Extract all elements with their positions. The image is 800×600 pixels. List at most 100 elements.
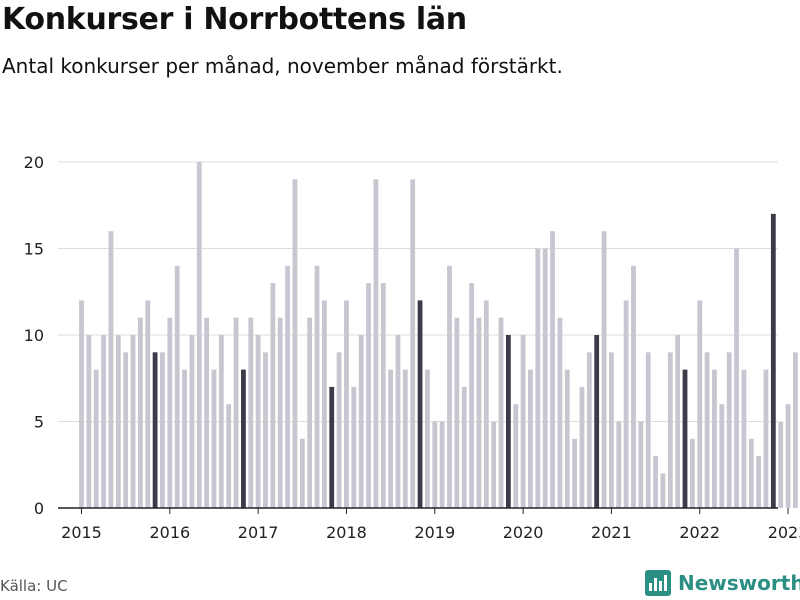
bar xyxy=(182,369,187,508)
newsworthy-logo-icon xyxy=(645,570,671,596)
chart-subtitle: Antal konkurser per månad, november måna… xyxy=(2,54,563,78)
bar xyxy=(616,421,622,508)
bar xyxy=(586,352,592,508)
x-tick-label: 2020 xyxy=(503,523,544,542)
bar xyxy=(314,265,320,508)
chart-title: Konkurser i Norrbottens län xyxy=(2,2,467,37)
bar xyxy=(483,300,489,508)
bar xyxy=(712,369,717,508)
bar xyxy=(447,265,452,508)
x-tick-label: 2015 xyxy=(61,523,102,542)
bar xyxy=(174,265,180,508)
bar xyxy=(344,300,349,508)
bar xyxy=(277,317,283,508)
bar xyxy=(550,231,555,508)
bar xyxy=(631,265,636,508)
y-tick-label: 15 xyxy=(24,240,44,259)
bar xyxy=(667,352,673,508)
bar xyxy=(476,317,482,508)
bar xyxy=(388,369,394,508)
bar xyxy=(601,231,607,508)
bar xyxy=(520,335,526,508)
bar xyxy=(689,438,695,508)
bar xyxy=(336,352,342,508)
bar xyxy=(528,369,533,508)
bar xyxy=(218,335,224,508)
bar xyxy=(505,335,511,508)
x-tick-label: 2017 xyxy=(238,523,279,542)
bar xyxy=(130,335,136,508)
x-tick-label: 2016 xyxy=(149,523,190,542)
bar xyxy=(292,179,298,509)
bar xyxy=(704,352,710,508)
bar xyxy=(248,317,254,508)
bar xyxy=(763,369,769,508)
bar xyxy=(263,352,268,508)
bar xyxy=(542,248,548,508)
bar xyxy=(410,179,416,509)
bar xyxy=(778,421,784,508)
bar xyxy=(454,317,460,508)
bar xyxy=(307,317,313,508)
bar xyxy=(623,300,629,508)
x-tick-label: 2018 xyxy=(326,523,367,542)
bar xyxy=(609,352,614,508)
bar xyxy=(719,404,725,508)
bar xyxy=(572,438,578,508)
bar xyxy=(660,473,666,508)
bar xyxy=(189,335,195,508)
x-tick-label: 2023 xyxy=(768,523,800,542)
bar xyxy=(123,352,129,508)
bar xyxy=(167,317,173,508)
bar xyxy=(160,352,165,508)
bar xyxy=(101,335,106,508)
bar xyxy=(358,335,364,508)
bar xyxy=(432,421,438,508)
bar xyxy=(417,300,423,508)
bar xyxy=(79,300,84,508)
bar xyxy=(793,352,798,508)
bar xyxy=(756,456,762,508)
bar xyxy=(491,421,497,508)
y-tick-label: 5 xyxy=(34,413,44,432)
bar xyxy=(594,335,600,508)
bar xyxy=(86,335,92,508)
bar xyxy=(366,283,371,508)
bar xyxy=(638,421,644,508)
bar xyxy=(498,317,504,508)
bar xyxy=(196,162,202,508)
x-axis: 2015 2016 2017 2018 2019 2020 2021 2022 2023 xyxy=(58,507,800,542)
bar xyxy=(285,265,290,508)
bar xyxy=(137,317,143,508)
bar xyxy=(233,317,239,508)
bar xyxy=(682,369,688,508)
bar xyxy=(108,231,114,508)
bar xyxy=(425,369,430,508)
x-tick-label: 2021 xyxy=(591,523,632,542)
bar xyxy=(734,248,739,508)
x-tick-label: 2019 xyxy=(414,523,455,542)
bar xyxy=(469,283,474,508)
bars xyxy=(79,162,798,509)
bar xyxy=(204,317,210,508)
y-tick-label: 20 xyxy=(24,153,44,172)
bar xyxy=(741,369,747,508)
bar xyxy=(241,369,246,508)
bar xyxy=(785,404,791,508)
bar xyxy=(145,300,151,508)
bar xyxy=(748,438,754,508)
bar xyxy=(226,404,232,508)
bar xyxy=(770,213,776,508)
bar xyxy=(299,438,305,508)
bar xyxy=(329,386,335,508)
bar xyxy=(395,335,401,508)
bar xyxy=(152,352,158,508)
bar xyxy=(93,369,99,508)
bar xyxy=(373,179,379,509)
bar xyxy=(115,335,121,508)
bar xyxy=(579,386,585,508)
bar xyxy=(535,248,541,508)
bar xyxy=(645,352,651,508)
bar xyxy=(726,352,732,508)
